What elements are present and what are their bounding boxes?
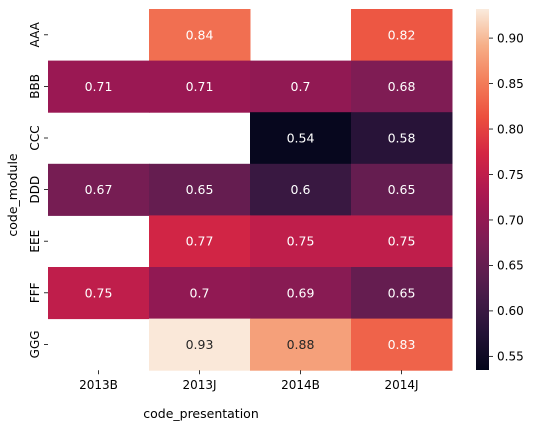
x-axis-ticks: 2013B 2013J 2014B 2014J: [79, 370, 419, 392]
x-axis-label: code_presentation: [143, 406, 259, 421]
cell-value-label: 0.7: [291, 79, 311, 94]
x-tick-label: 2013B: [79, 378, 118, 392]
y-tick-label: FFF: [28, 282, 42, 303]
heatmap-cell: [351, 215, 453, 268]
heatmap-cells: [48, 9, 453, 371]
heatmap-cell: [250, 267, 352, 320]
cell-value-label: 0.6: [291, 182, 311, 197]
heatmap-cell: [149, 318, 251, 371]
heatmap-cell: [250, 163, 352, 216]
colorbar-tick-label: 0.60: [497, 304, 524, 318]
y-axis-ticks: AAA BBB CCC DDD EEE FFF GGG: [28, 21, 48, 358]
heatmap-cell: [250, 60, 352, 113]
cell-value-label: 0.54: [287, 131, 315, 146]
colorbar-tick-label: 0.65: [497, 259, 524, 273]
cell-value-label: 0.75: [287, 234, 315, 249]
heatmap-cell: [149, 60, 251, 113]
cell-value-label: 0.71: [85, 79, 113, 94]
cell-value-label: 0.84: [186, 27, 214, 42]
cell-value-label: 0.88: [287, 337, 315, 352]
y-tick-label: EEE: [28, 230, 42, 253]
y-tick-label: AAA: [28, 21, 42, 47]
colorbar-tick-label: 0.55: [497, 350, 524, 364]
colorbar-tick-label: 0.75: [497, 168, 524, 182]
heatmap-cell: [149, 9, 251, 62]
cell-value-label: 0.82: [388, 27, 416, 42]
cell-value-label: 0.7: [190, 285, 210, 300]
cell-value-label: 0.65: [388, 285, 416, 300]
cell-value-label: 0.65: [186, 182, 214, 197]
y-axis-label: code_module: [5, 153, 20, 237]
colorbar: [476, 9, 489, 370]
heatmap-cell: [149, 163, 251, 216]
heatmap-cell: [149, 267, 251, 320]
x-tick-label: 2013J: [182, 378, 216, 392]
cell-value-label: 0.75: [388, 234, 416, 249]
cell-value-label: 0.68: [388, 79, 416, 94]
cell-value-label: 0.77: [186, 234, 214, 249]
heatmap-cell: [48, 163, 150, 216]
cell-value-label: 0.67: [85, 182, 113, 197]
cell-value-label: 0.83: [388, 337, 416, 352]
cell-value-label: 0.69: [287, 285, 315, 300]
y-tick-label: GGG: [28, 330, 42, 358]
cell-value-label: 0.58: [388, 131, 416, 146]
x-tick-label: 2014B: [281, 378, 320, 392]
heatmap-cell: [48, 267, 150, 320]
heatmap-cell: [351, 318, 453, 371]
heatmap-cell: [250, 112, 352, 165]
x-tick-label: 2014J: [384, 378, 418, 392]
heatmap-cell: [351, 267, 453, 320]
heatmap-cell: [351, 163, 453, 216]
y-tick-label: CCC: [28, 125, 42, 150]
colorbar-tick-label: 0.80: [497, 122, 524, 136]
heatmap-cell: [149, 215, 251, 268]
cell-value-label: 0.75: [85, 285, 113, 300]
heatmap-cell: [48, 60, 150, 113]
colorbar-ticks: 0.55 0.60 0.65 0.70 0.75 0.80 0.85 0.90: [489, 31, 524, 364]
cell-value-label: 0.93: [186, 337, 214, 352]
heatmap-cell: [351, 112, 453, 165]
colorbar-tick-label: 0.70: [497, 213, 524, 227]
cell-value-label: 0.71: [186, 79, 214, 94]
heatmap-cell-labels: 0.84 0.82 0.71 0.71 0.7 0.68 0.54 0.58 0.67 0.65 0…: [85, 27, 416, 352]
colorbar-tick-label: 0.90: [497, 31, 524, 45]
y-tick-label: BBB: [28, 74, 42, 99]
heatmap-cell: [351, 60, 453, 113]
y-tick-label: DDD: [28, 176, 42, 204]
heatmap-cell: [351, 9, 453, 62]
heatmap-cell: [250, 215, 352, 268]
heatmap-cell: [250, 318, 352, 371]
cell-value-label: 0.65: [388, 182, 416, 197]
colorbar-tick-label: 0.85: [497, 77, 524, 91]
